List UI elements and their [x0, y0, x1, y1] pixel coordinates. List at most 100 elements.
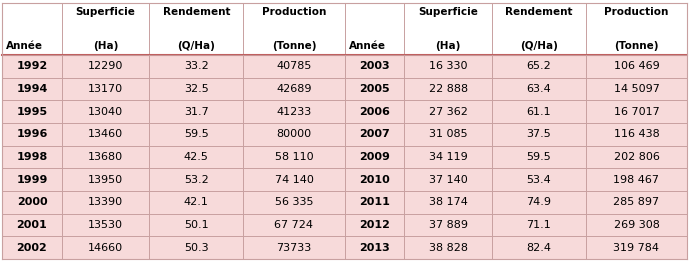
Text: 1996: 1996: [17, 129, 48, 139]
Bar: [344, 3, 404, 55]
Text: 41233: 41233: [276, 107, 311, 117]
Text: 37.5: 37.5: [526, 129, 551, 139]
Text: 40785: 40785: [276, 61, 311, 71]
Text: 67 724: 67 724: [274, 220, 313, 230]
Text: 1998: 1998: [17, 152, 48, 162]
Bar: [243, 55, 344, 78]
Bar: [62, 100, 150, 123]
Text: 1992: 1992: [17, 61, 48, 71]
Text: 56 335: 56 335: [275, 197, 313, 207]
Bar: [404, 55, 492, 78]
Text: 16 330: 16 330: [429, 61, 467, 71]
Text: 50.3: 50.3: [184, 243, 209, 253]
Bar: [404, 191, 492, 214]
Text: 31 085: 31 085: [429, 129, 467, 139]
Bar: [62, 55, 150, 78]
Bar: [62, 168, 150, 191]
Bar: [2, 191, 62, 214]
Text: 13530: 13530: [88, 220, 123, 230]
Text: 65.2: 65.2: [526, 61, 551, 71]
Text: 38 828: 38 828: [429, 243, 468, 253]
Text: (Tonne): (Tonne): [271, 41, 316, 51]
Bar: [150, 123, 243, 146]
Bar: [492, 168, 586, 191]
Bar: [586, 78, 687, 100]
Bar: [62, 3, 150, 55]
Text: 2006: 2006: [359, 107, 390, 117]
Bar: [344, 55, 404, 78]
Text: 2010: 2010: [359, 175, 390, 185]
Bar: [586, 3, 687, 55]
Bar: [586, 236, 687, 259]
Text: 13390: 13390: [88, 197, 123, 207]
Text: 2012: 2012: [359, 220, 390, 230]
Text: 53.4: 53.4: [526, 175, 551, 185]
Text: 13040: 13040: [88, 107, 123, 117]
Text: (Q/Ha): (Q/Ha): [178, 41, 215, 51]
Bar: [492, 123, 586, 146]
Text: 37 140: 37 140: [429, 175, 467, 185]
Text: 32.5: 32.5: [184, 84, 209, 94]
Bar: [586, 123, 687, 146]
Bar: [344, 191, 404, 214]
Text: 33.2: 33.2: [184, 61, 209, 71]
Bar: [243, 78, 344, 100]
Bar: [586, 168, 687, 191]
Bar: [62, 78, 150, 100]
Bar: [2, 55, 62, 78]
Bar: [2, 123, 62, 146]
Text: Rendement: Rendement: [505, 7, 573, 17]
Bar: [62, 146, 150, 168]
Text: 2000: 2000: [17, 197, 48, 207]
Bar: [62, 123, 150, 146]
Bar: [243, 191, 344, 214]
Text: 2005: 2005: [359, 84, 390, 94]
Bar: [492, 55, 586, 78]
Text: 2011: 2011: [359, 197, 390, 207]
Text: 2001: 2001: [17, 220, 48, 230]
Text: 61.1: 61.1: [526, 107, 551, 117]
Text: 2003: 2003: [359, 61, 390, 71]
Text: 59.5: 59.5: [184, 129, 209, 139]
Text: (Ha): (Ha): [93, 41, 119, 51]
Text: 42689: 42689: [276, 84, 311, 94]
Text: 1995: 1995: [17, 107, 48, 117]
Text: 42.5: 42.5: [184, 152, 209, 162]
Bar: [62, 191, 150, 214]
Bar: [2, 146, 62, 168]
Text: 319 784: 319 784: [613, 243, 659, 253]
Bar: [243, 236, 344, 259]
Text: Superficie: Superficie: [418, 7, 478, 17]
Bar: [492, 100, 586, 123]
Bar: [344, 168, 404, 191]
Text: 285 897: 285 897: [613, 197, 659, 207]
Bar: [586, 55, 687, 78]
Text: 42.1: 42.1: [184, 197, 209, 207]
Text: 1999: 1999: [17, 175, 48, 185]
Bar: [243, 123, 344, 146]
Bar: [404, 100, 492, 123]
Text: 13680: 13680: [88, 152, 123, 162]
Text: Production: Production: [262, 7, 326, 17]
Text: 74.9: 74.9: [526, 197, 551, 207]
Bar: [62, 214, 150, 236]
Bar: [2, 100, 62, 123]
Bar: [344, 146, 404, 168]
Text: 73733: 73733: [276, 243, 311, 253]
Bar: [150, 146, 243, 168]
Bar: [2, 236, 62, 259]
Text: Année: Année: [349, 41, 386, 51]
Text: 13170: 13170: [88, 84, 123, 94]
Bar: [344, 236, 404, 259]
Text: 53.2: 53.2: [184, 175, 209, 185]
Text: 1994: 1994: [17, 84, 48, 94]
Text: 106 469: 106 469: [614, 61, 659, 71]
Bar: [150, 3, 243, 55]
Bar: [344, 214, 404, 236]
Text: Année: Année: [6, 41, 43, 51]
Bar: [404, 168, 492, 191]
Text: 13950: 13950: [88, 175, 123, 185]
Text: 71.1: 71.1: [526, 220, 551, 230]
Text: (Tonne): (Tonne): [614, 41, 659, 51]
Bar: [586, 191, 687, 214]
